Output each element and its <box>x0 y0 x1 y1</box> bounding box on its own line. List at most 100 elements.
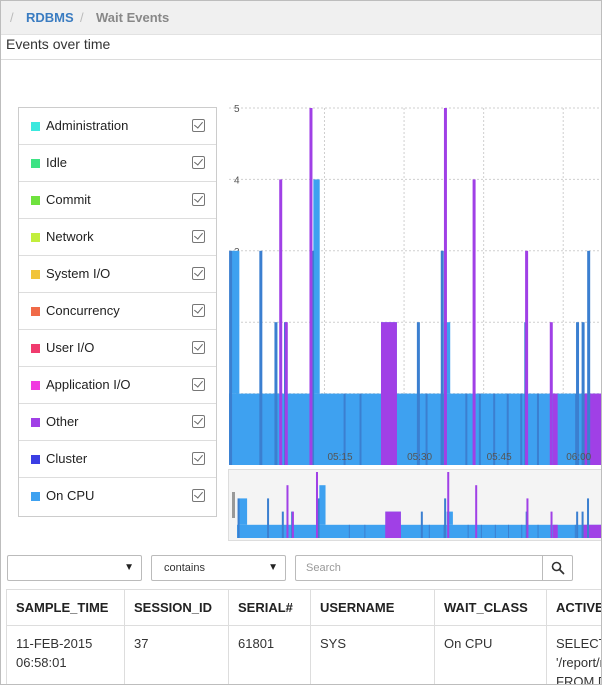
x-tick-label: 05:30 <box>407 452 432 463</box>
legend-swatch <box>31 159 40 168</box>
series-spike-on-cpu <box>587 250 591 465</box>
series-bar-on-cpu <box>231 250 240 394</box>
breadcrumb-separator: / <box>80 10 84 25</box>
series-bar-other <box>380 393 397 465</box>
series-spike-other <box>475 485 478 538</box>
chart-legend: Administration Idle Commit Network System I/… <box>18 107 217 517</box>
series-bar-on-cpu <box>467 524 469 538</box>
legend-label: Other <box>46 414 79 429</box>
column-header-serial[interactable]: SERIAL# <box>228 589 311 626</box>
column-header-wait-class[interactable]: WAIT_CLASS <box>434 589 547 626</box>
caret-down-icon: ▼ <box>124 562 134 573</box>
series-bar-on-cpu <box>520 393 523 465</box>
y-tick-label: 4 <box>234 175 240 186</box>
series-bar-on-cpu <box>465 393 468 465</box>
legend-label: Idle <box>46 155 67 170</box>
checkbox-checked-icon[interactable] <box>192 193 205 206</box>
caret-down-icon: ▼ <box>268 562 278 573</box>
series-spike-other <box>549 322 553 465</box>
legend-label: Administration <box>46 118 129 133</box>
series-spike-other <box>443 108 447 465</box>
legend-item-user-i-o[interactable]: User I/O <box>19 330 216 367</box>
series-bar-on-cpu <box>348 524 350 538</box>
cell-session-id: 37 <box>124 625 229 684</box>
legend-item-on-cpu[interactable]: On CPU <box>19 478 216 514</box>
series-bar-on-cpu <box>506 393 509 465</box>
series-bar-on-cpu <box>537 524 539 538</box>
series-spike-other <box>525 250 529 465</box>
column-header-username[interactable]: USERNAME <box>310 589 435 626</box>
search-input[interactable] <box>295 555 543 581</box>
series-spike-on-cpu <box>281 511 284 538</box>
series-spike-on-cpu <box>420 511 423 538</box>
series-bar-on-cpu <box>313 179 320 394</box>
legend-item-other[interactable]: Other <box>19 404 216 441</box>
checkbox-checked-icon[interactable] <box>192 415 205 428</box>
legend-item-network[interactable]: Network <box>19 219 216 256</box>
legend-item-system-i-o[interactable]: System I/O <box>19 256 216 293</box>
column-header-session-id[interactable]: SESSION_ID <box>124 589 229 626</box>
legend-item-cluster[interactable]: Cluster <box>19 441 216 478</box>
legend-label: Network <box>46 229 94 244</box>
checkbox-checked-icon[interactable] <box>192 156 205 169</box>
series-bar-on-cpu <box>359 393 362 465</box>
series-spike-other <box>472 179 476 465</box>
table-row[interactable]: 11-FEB-2015 06:58:01 37 61801 SYS On CPU… <box>6 625 601 684</box>
column-select[interactable]: ▼ <box>7 555 142 581</box>
series-spike-on-cpu <box>440 250 444 465</box>
legend-item-concurrency[interactable]: Concurrency <box>19 293 216 330</box>
series-bar-on-cpu <box>478 393 481 465</box>
series-spike-on-cpu <box>581 322 585 465</box>
checkbox-checked-icon[interactable] <box>192 378 205 391</box>
search-icon <box>551 561 565 575</box>
legend-item-idle[interactable]: Idle <box>19 145 216 182</box>
legend-label: Concurrency <box>46 303 120 318</box>
series-spike-other <box>284 322 288 465</box>
cell-wait-class: On CPU <box>434 625 547 684</box>
series-bar-on-cpu <box>237 524 601 538</box>
breadcrumb-separator: / <box>10 10 14 25</box>
search-button[interactable] <box>542 555 573 581</box>
checkbox-checked-icon[interactable] <box>192 230 205 243</box>
series-spike-other <box>279 179 283 465</box>
series-bar-on-cpu <box>494 524 496 538</box>
series-spike-on-cpu <box>576 511 579 538</box>
events-table-wrapper: SAMPLE_TIME SESSION_ID SERIAL# USERNAME … <box>6 589 601 684</box>
series-spike-on-cpu <box>587 498 590 538</box>
series-spike-on-cpu <box>416 322 420 465</box>
overview-navigator[interactable] <box>228 469 602 541</box>
checkbox-checked-icon[interactable] <box>192 304 205 317</box>
checkbox-checked-icon[interactable] <box>192 341 205 354</box>
legend-swatch <box>31 122 40 131</box>
operator-select[interactable]: contains ▼ <box>151 555 286 581</box>
checkbox-checked-icon[interactable] <box>192 267 205 280</box>
checkbox-checked-icon[interactable] <box>192 489 205 502</box>
series-bar-on-cpu <box>425 393 428 465</box>
legend-label: On CPU <box>46 488 95 503</box>
series-spike-on-cpu <box>274 322 278 465</box>
overview-chart[interactable] <box>229 470 602 540</box>
cell-active-sql: SELECT '/report/r FROM D <box>546 625 601 684</box>
legend-label: Cluster <box>46 451 88 466</box>
series-spike-other <box>291 511 294 538</box>
column-header-active[interactable]: ACTIVE <box>546 589 601 626</box>
series-spike-other <box>286 485 289 538</box>
y-tick-label: 5 <box>234 104 240 115</box>
breadcrumb-rdbms-link[interactable]: RDBMS <box>26 10 74 25</box>
range-handle[interactable] <box>232 492 235 518</box>
legend-item-commit[interactable]: Commit <box>19 182 216 219</box>
series-bar-on-cpu <box>443 322 451 394</box>
breadcrumb-current: Wait Events <box>96 10 170 25</box>
legend-swatch <box>31 381 40 390</box>
series-bar-on-cpu <box>319 485 326 525</box>
series-bar-other <box>582 393 601 465</box>
column-header-sample-time[interactable]: SAMPLE_TIME <box>6 589 125 626</box>
x-tick-label: 06:00 <box>566 452 591 463</box>
legend-item-application-i-o[interactable]: Application I/O <box>19 367 216 404</box>
checkbox-checked-icon[interactable] <box>192 452 205 465</box>
legend-item-administration[interactable]: Administration <box>19 108 216 145</box>
cell-sample-time: 11-FEB-2015 06:58:01 <box>6 625 125 684</box>
checkbox-checked-icon[interactable] <box>192 119 205 132</box>
series-spike-other <box>550 511 553 538</box>
series-spike-on-cpu <box>444 498 447 538</box>
